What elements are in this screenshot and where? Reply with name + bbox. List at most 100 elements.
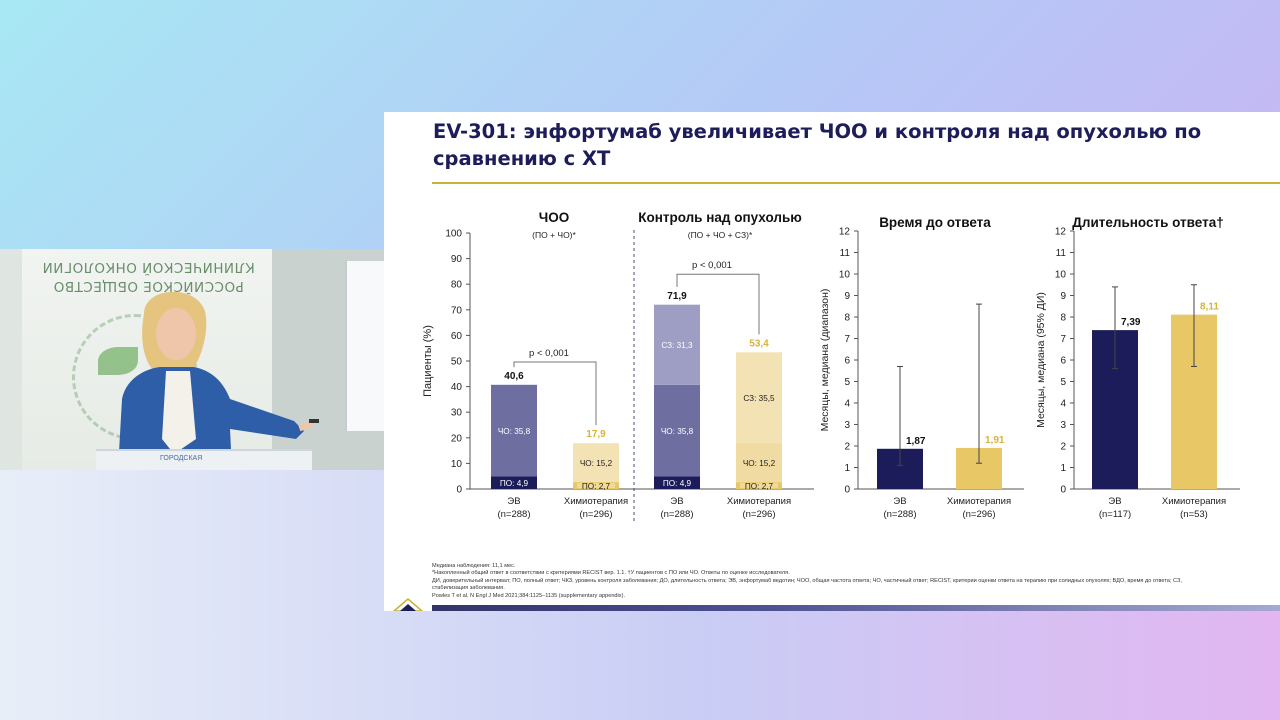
y-tick-label: 50 bbox=[451, 357, 463, 368]
y-tick-label: 6 bbox=[844, 356, 850, 367]
x-n-label: (n=53) bbox=[1180, 509, 1208, 520]
backdrop-text-line2: КЛИНИЧЕСКОЙ ОНКОЛОГИИ bbox=[42, 259, 255, 275]
bar-segment bbox=[491, 384, 537, 477]
y-tick-label: 80 bbox=[451, 280, 463, 291]
side-screen bbox=[345, 261, 384, 431]
y-tick-label: 7 bbox=[1060, 334, 1066, 345]
footnote-line: стабилизация заболевания. bbox=[432, 585, 505, 592]
y-tick-label: 30 bbox=[451, 408, 463, 419]
x-category-label: ЭВ bbox=[893, 496, 906, 507]
bar-segment bbox=[654, 304, 700, 385]
x-category-label: ЭВ bbox=[1108, 496, 1121, 507]
y-tick-label: 10 bbox=[1055, 270, 1067, 281]
emblem-leaf bbox=[98, 347, 138, 375]
significance-bracket bbox=[513, 361, 597, 426]
y-tick-label: 0 bbox=[456, 485, 462, 496]
footnote-line: ДИ, доверительный интервал; ПО, полный о… bbox=[432, 577, 1182, 584]
y-tick-label: 10 bbox=[839, 270, 851, 281]
y-tick-label: 5 bbox=[844, 377, 850, 388]
x-n-label: (n=288) bbox=[883, 509, 916, 520]
y-tick-label: 2 bbox=[844, 442, 850, 453]
group-subtitle: (ПО + ЧО + СЗ)* bbox=[688, 230, 753, 240]
bar-value-label: 1,87 bbox=[906, 436, 926, 447]
segment-label: ЧО: 35,8 bbox=[498, 427, 531, 436]
x-n-label: (n=288) bbox=[660, 509, 693, 520]
segment-label: ЧО: 15,2 bbox=[580, 459, 613, 468]
presentation-slide: EV-301: энфортумаб увеличивает ЧОО и кон… bbox=[384, 112, 1280, 611]
y-tick-label: 20 bbox=[451, 433, 463, 444]
speaker-video: РОССИЙСКОЕ ОБЩЕСТВО КЛИНИЧЕСКОЙ ОНКОЛОГИ… bbox=[0, 249, 384, 470]
y-tick-label: 4 bbox=[1060, 399, 1066, 410]
y-tick-label: 0 bbox=[1060, 485, 1066, 496]
y-tick-label: 8 bbox=[1060, 313, 1066, 324]
significance-bracket bbox=[676, 273, 760, 335]
segment-label: ПО: 2,7 bbox=[745, 482, 774, 491]
bar-segment-overlay bbox=[736, 443, 782, 483]
y-tick-label: 12 bbox=[839, 227, 851, 238]
y-tick-label: 11 bbox=[840, 248, 851, 259]
y-tick-label: 4 bbox=[844, 399, 850, 410]
y-tick-label: 90 bbox=[451, 254, 463, 265]
podium bbox=[96, 449, 312, 470]
y-tick-label: 12 bbox=[1055, 227, 1067, 238]
slide-title: EV-301: энфортумаб увеличивает ЧОО и кон… bbox=[433, 120, 1202, 170]
y-tick-label: 70 bbox=[451, 305, 463, 316]
panel-title: Время до ответа bbox=[879, 215, 991, 230]
segment-label: ЧО: 15,2 bbox=[743, 459, 776, 468]
footnote-line: *Накопленный общий ответ в соответствии … bbox=[432, 570, 790, 577]
podium-logo-text: ГОРОДСКАЯ bbox=[160, 455, 203, 462]
segment-label: ПО: 2,7 bbox=[582, 482, 611, 491]
footnote-line: Powles T et al. N Engl J Med 2021;384:11… bbox=[432, 592, 626, 599]
x-n-label: (n=288) bbox=[497, 509, 530, 520]
y-axis-label: Месяцы, медиана (диапазон) bbox=[819, 289, 831, 432]
title-divider bbox=[432, 182, 1280, 184]
bar-segment bbox=[736, 352, 782, 444]
bar-segment bbox=[654, 384, 700, 477]
x-n-label: (n=117) bbox=[1099, 509, 1131, 520]
group-subtitle: (ПО + ЧО)* bbox=[532, 230, 576, 240]
x-category-label: Химиотерапия bbox=[564, 496, 628, 507]
x-category-label: Химиотерапия bbox=[947, 496, 1011, 507]
y-tick-label: 8 bbox=[844, 313, 850, 324]
group-title: ЧОО bbox=[539, 210, 570, 225]
segment-label: СЗ: 31,3 bbox=[661, 341, 693, 350]
p-value-label: p < 0,001 bbox=[692, 260, 732, 271]
bar-segment bbox=[736, 482, 782, 489]
y-axis-label: Пациенты (%) bbox=[422, 325, 434, 397]
segment-label: СЗ: 35,5 bbox=[743, 394, 775, 403]
y-tick-label: 11 bbox=[1056, 248, 1067, 259]
footnote-line: Медиана наблюдения: 11,1 мес. bbox=[432, 563, 516, 569]
bar-segment bbox=[491, 476, 537, 489]
speaker-figure bbox=[118, 291, 319, 470]
bar-segment bbox=[654, 476, 700, 489]
y-tick-label: 40 bbox=[451, 382, 463, 393]
x-category-label: ЭВ bbox=[670, 496, 683, 507]
y-tick-label: 10 bbox=[451, 459, 463, 470]
x-n-label: (n=296) bbox=[579, 509, 612, 520]
bar-segment bbox=[573, 443, 619, 483]
bar-total-label: 71,9 bbox=[667, 291, 687, 302]
y-tick-label: 2 bbox=[1060, 442, 1066, 453]
x-category-label: Химиотерапия bbox=[727, 496, 791, 507]
slide-bottom-band bbox=[432, 605, 1280, 611]
y-tick-label: 3 bbox=[1060, 420, 1066, 431]
y-tick-label: 100 bbox=[445, 229, 462, 240]
group-title: Контроль над опухолью bbox=[638, 210, 802, 225]
bar-total-label: 40,6 bbox=[504, 371, 524, 382]
bar-total-label: 17,9 bbox=[586, 429, 606, 440]
label-backdrop bbox=[740, 483, 778, 488]
y-tick-label: 9 bbox=[1060, 291, 1066, 302]
bar-total-label: 53,4 bbox=[749, 338, 769, 349]
y-tick-label: 9 bbox=[844, 291, 850, 302]
y-tick-label: 1 bbox=[1060, 463, 1066, 474]
x-n-label: (n=296) bbox=[962, 509, 995, 520]
segment-label: ПО: 4,9 bbox=[500, 479, 529, 488]
y-tick-label: 6 bbox=[1060, 356, 1066, 367]
p-value-label: p < 0,001 bbox=[529, 348, 569, 359]
panel-title: Длительность ответа† bbox=[1072, 215, 1223, 230]
bar-value-label: 7,39 bbox=[1121, 317, 1141, 328]
footnotes: Медиана наблюдения: 11,1 мес. *Накопленн… bbox=[432, 563, 1277, 600]
segment-label: ПО: 4,9 bbox=[663, 479, 692, 488]
bar-value-label: 1,91 bbox=[985, 435, 1005, 446]
